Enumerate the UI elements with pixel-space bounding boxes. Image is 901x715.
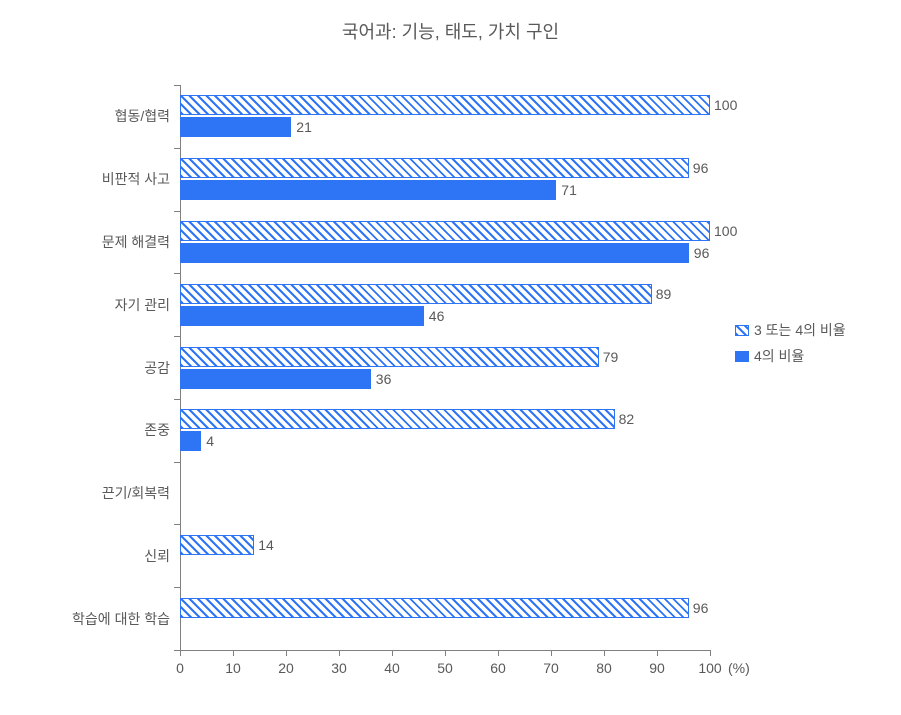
category-label: 존중 xyxy=(144,420,180,440)
bar-value-label: 4 xyxy=(201,433,214,449)
chart-container: 국어과: 기능, 태도, 가치 구인 010203040506070809010… xyxy=(0,0,901,715)
x-tick xyxy=(551,650,552,656)
x-tick-label: 90 xyxy=(649,660,665,676)
legend-swatch xyxy=(735,325,749,336)
x-tick-label: 60 xyxy=(490,660,506,676)
x-axis-unit-label: (%) xyxy=(728,660,750,676)
category-label: 공감 xyxy=(144,358,180,378)
category-label: 비판적 사고 xyxy=(102,169,180,189)
bar-value-label: 100 xyxy=(709,97,737,113)
category-label: 신뢰 xyxy=(144,546,180,566)
bar-hatched: 100 xyxy=(180,95,710,115)
category-label: 끈기/회복력 xyxy=(102,483,180,503)
bar-hatched: 100 xyxy=(180,221,710,241)
legend-label: 4의 비율 xyxy=(754,346,804,366)
y-tick xyxy=(174,211,180,212)
legend-item: 3 또는 4의 비율 xyxy=(735,320,846,340)
y-tick xyxy=(174,148,180,149)
x-tick xyxy=(710,650,711,656)
plot-area: 0102030405060708090100(%)협동/협력10021비판적 사… xyxy=(180,85,710,650)
x-tick-label: 30 xyxy=(331,660,347,676)
x-tick-label: 50 xyxy=(437,660,453,676)
x-tick-label: 40 xyxy=(384,660,400,676)
bar-value-label: 96 xyxy=(688,160,709,176)
bar-value-label: 21 xyxy=(291,119,312,135)
y-tick xyxy=(174,524,180,525)
x-tick-label: 10 xyxy=(225,660,241,676)
bar-solid: 46 xyxy=(180,306,424,326)
y-tick xyxy=(174,399,180,400)
bar-value-label: 96 xyxy=(688,600,709,616)
x-tick xyxy=(233,650,234,656)
y-tick xyxy=(174,85,180,86)
bar-value-label: 89 xyxy=(651,286,672,302)
bar-solid: 21 xyxy=(180,117,291,137)
chart-title: 국어과: 기능, 태도, 가치 구인 xyxy=(0,18,901,44)
x-tick-label: 100 xyxy=(698,660,721,676)
bar-value-label: 71 xyxy=(556,182,577,198)
bar-hatched: 82 xyxy=(180,409,615,429)
bar-hatched: 96 xyxy=(180,158,689,178)
y-tick xyxy=(174,336,180,337)
x-tick-label: 70 xyxy=(543,660,559,676)
legend: 3 또는 4의 비율 4의 비율 xyxy=(735,320,846,372)
bar-value-label: 14 xyxy=(253,537,274,553)
bar-value-label: 100 xyxy=(709,223,737,239)
bar-solid: 36 xyxy=(180,369,371,389)
category-label: 자기 관리 xyxy=(115,295,180,315)
bar-value-label: 82 xyxy=(614,411,635,427)
x-tick xyxy=(392,650,393,656)
category-label: 협동/협력 xyxy=(115,106,180,126)
legend-label: 3 또는 4의 비율 xyxy=(754,320,846,340)
y-tick xyxy=(174,650,180,651)
bar-hatched: 96 xyxy=(180,598,689,618)
bar-value-label: 36 xyxy=(371,371,392,387)
bar-value-label: 46 xyxy=(424,308,445,324)
x-tick xyxy=(180,650,181,656)
bar-value-label: 96 xyxy=(689,245,710,261)
x-tick xyxy=(604,650,605,656)
x-tick xyxy=(286,650,287,656)
x-tick xyxy=(339,650,340,656)
bar-solid: 96 xyxy=(180,243,689,263)
y-tick xyxy=(174,587,180,588)
x-tick xyxy=(498,650,499,656)
bar-solid: 71 xyxy=(180,180,556,200)
x-tick-label: 80 xyxy=(596,660,612,676)
x-tick-label: 0 xyxy=(176,660,184,676)
x-tick xyxy=(445,650,446,656)
legend-swatch xyxy=(735,351,749,362)
bar-value-label: 79 xyxy=(598,349,619,365)
bar-solid: 4 xyxy=(180,431,201,451)
bar-hatched: 79 xyxy=(180,347,599,367)
x-tick-label: 20 xyxy=(278,660,294,676)
y-tick xyxy=(174,273,180,274)
y-tick xyxy=(174,462,180,463)
x-tick xyxy=(657,650,658,656)
bar-hatched: 89 xyxy=(180,284,652,304)
legend-item: 4의 비율 xyxy=(735,346,846,366)
bar-hatched: 14 xyxy=(180,535,254,555)
category-label: 학습에 대한 학습 xyxy=(72,609,180,629)
category-label: 문제 해결력 xyxy=(102,232,180,252)
